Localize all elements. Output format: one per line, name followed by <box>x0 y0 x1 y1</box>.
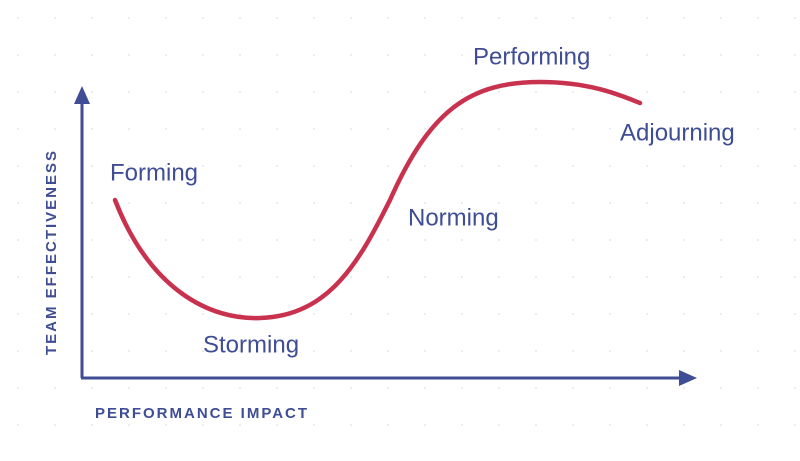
y-axis-arrow <box>74 86 90 104</box>
stage-label: Forming <box>110 159 198 186</box>
x-axis-arrow <box>679 370 697 386</box>
stage-label: Storming <box>203 331 299 358</box>
stage-label: Adjourning <box>620 119 735 146</box>
team-curve <box>112 79 643 321</box>
stage-label: Performing <box>473 43 590 70</box>
y-axis-label: TEAM EFFECTIVENESS <box>43 149 60 355</box>
x-axis-label: PERFORMANCE IMPACT <box>95 405 309 422</box>
stage-label: Norming <box>408 204 499 231</box>
